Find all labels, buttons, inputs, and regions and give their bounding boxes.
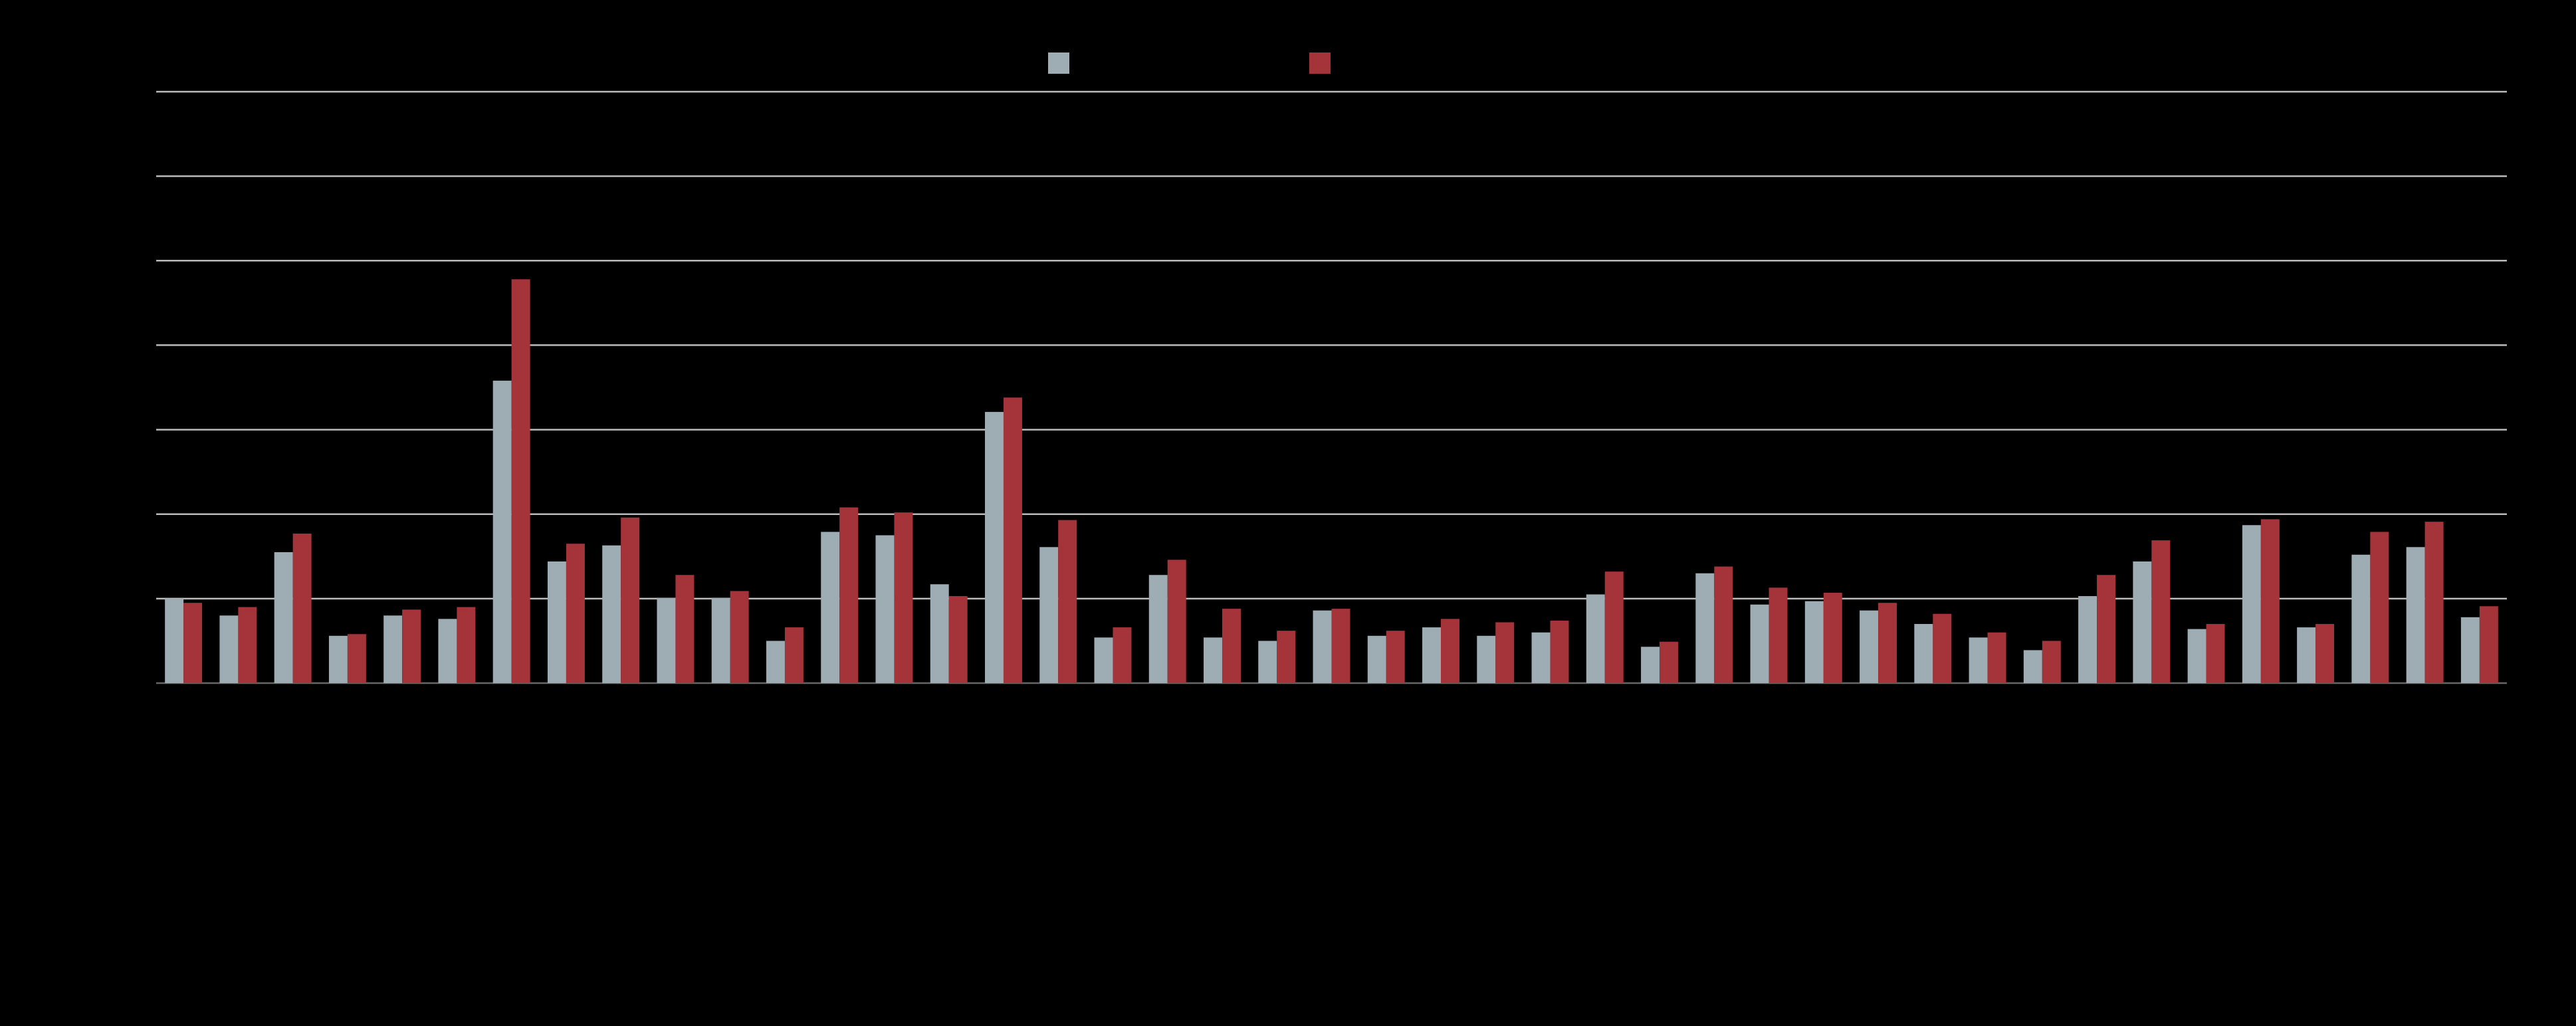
bar	[383, 615, 403, 683]
bar	[492, 380, 512, 683]
bar	[1550, 620, 1569, 683]
bar	[547, 561, 566, 683]
bar	[1277, 631, 1296, 683]
bar	[2151, 540, 2171, 683]
bar	[984, 411, 1004, 683]
bar	[2042, 641, 2061, 683]
bar	[1695, 573, 1715, 683]
bar	[292, 533, 312, 683]
bar	[2242, 525, 2261, 683]
bar	[657, 597, 676, 683]
bar	[1641, 647, 1660, 683]
bar	[1367, 635, 1386, 683]
bar	[511, 279, 530, 683]
bar	[2351, 554, 2371, 683]
bar	[1933, 613, 1952, 683]
bar	[2133, 561, 2152, 683]
legend-swatch	[1048, 52, 1069, 74]
bar	[1313, 610, 1332, 683]
bar	[457, 607, 476, 683]
bar	[1660, 641, 1679, 683]
bar	[621, 517, 640, 683]
bar	[1113, 627, 1132, 683]
bar	[930, 584, 949, 683]
bar	[1331, 609, 1350, 683]
bar	[1167, 560, 1186, 683]
bar	[1586, 594, 1605, 683]
bar	[2479, 606, 2498, 683]
bar	[784, 627, 804, 683]
bar	[1914, 624, 1933, 683]
bar	[1860, 610, 1879, 683]
bar	[711, 597, 730, 683]
bar	[875, 535, 895, 683]
bar	[1222, 609, 1241, 683]
bar	[2424, 522, 2444, 683]
bar	[402, 609, 421, 683]
bar	[328, 635, 348, 683]
bar	[1386, 631, 1405, 683]
bar	[2023, 650, 2042, 683]
bar	[1058, 520, 1077, 683]
bar	[1094, 637, 1113, 683]
bar	[2097, 575, 2116, 683]
bar	[1422, 627, 1442, 683]
bar	[821, 532, 840, 683]
bar	[183, 603, 203, 683]
legend-swatch	[1309, 52, 1331, 74]
bar	[730, 591, 749, 683]
bar	[438, 619, 457, 683]
bar	[1148, 575, 1168, 683]
bar	[2078, 596, 2097, 683]
bar	[839, 507, 859, 683]
bar	[1531, 632, 1551, 683]
bar	[165, 598, 184, 683]
bar	[2297, 627, 2316, 683]
bar	[1969, 637, 1988, 683]
bar	[2370, 532, 2389, 683]
bar	[1714, 566, 1733, 683]
bar	[2406, 547, 2425, 683]
bar	[1003, 397, 1022, 683]
bar	[566, 544, 585, 683]
bar	[2187, 629, 2206, 683]
bar	[602, 545, 621, 683]
bar	[1604, 571, 1624, 683]
bar	[347, 634, 366, 683]
bar	[948, 596, 968, 683]
bar	[1258, 641, 1277, 683]
bar	[894, 512, 913, 683]
bar	[1204, 637, 1222, 683]
bar	[1804, 601, 1824, 683]
bar	[1477, 635, 1496, 683]
bar	[274, 552, 293, 683]
bar	[1823, 592, 1842, 683]
bar	[766, 641, 785, 683]
bar	[1878, 603, 1897, 683]
bar	[1987, 632, 2006, 683]
bar	[1495, 622, 1515, 683]
bar	[238, 607, 257, 683]
bar	[2315, 624, 2335, 683]
bar	[1769, 587, 1788, 683]
bar	[2460, 617, 2480, 683]
bar	[219, 615, 239, 683]
bar	[1441, 619, 1459, 683]
bar	[1039, 547, 1059, 683]
bar	[675, 575, 695, 683]
bar	[2260, 519, 2280, 683]
bar	[1750, 604, 1769, 683]
bar	[2206, 624, 2225, 683]
